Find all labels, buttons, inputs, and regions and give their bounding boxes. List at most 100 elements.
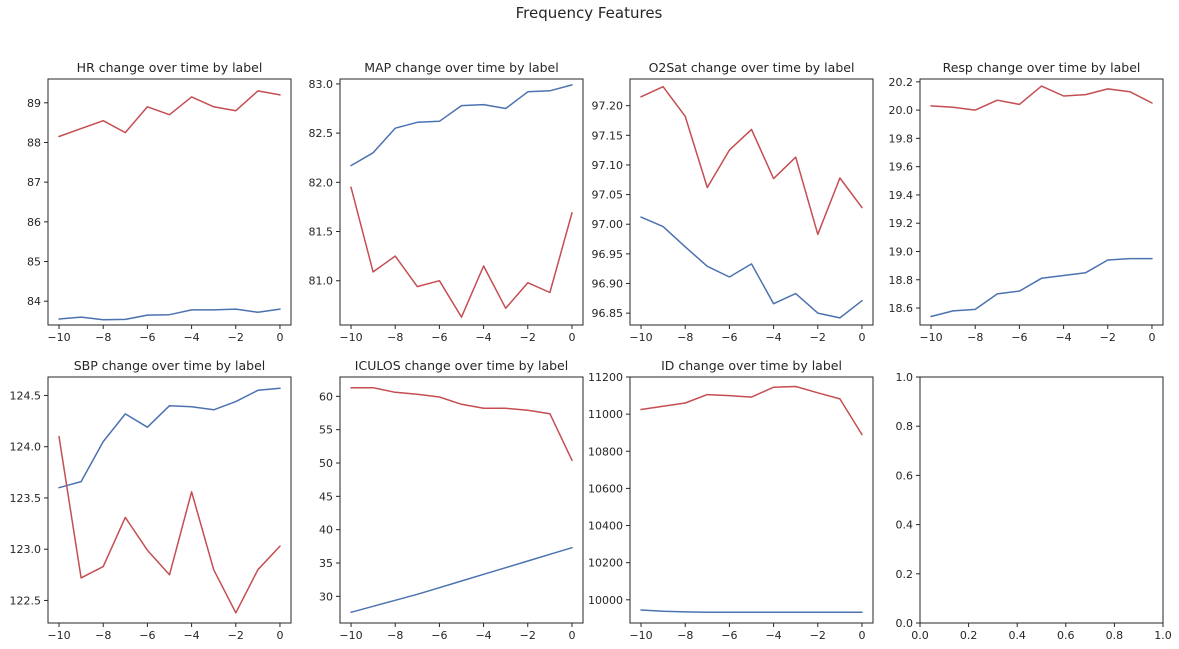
axes-frame [339,376,584,624]
axes-frame [47,376,292,624]
y-tick-label: 89 [27,97,41,110]
y-tick-label: 10000 [588,594,623,607]
axes-frame [629,376,874,624]
x-tick-label: −2 [520,331,536,344]
series-line-2 [350,186,573,318]
x-tick-label: 0.4 [1008,629,1026,642]
y-tick-label: 19.0 [889,245,914,258]
x-tick-label: −4 [1055,331,1071,344]
x-tick-label: −2 [228,629,244,642]
y-tick-label: 10200 [588,557,623,570]
x-tick-label: 0 [276,629,283,642]
y-tick-label: 97.10 [592,159,624,172]
y-tick-label: 19.6 [889,161,914,174]
x-tick-label: −6 [721,629,737,642]
x-tick-label: −6 [431,331,447,344]
series-line-2 [640,609,863,613]
y-tick-label: 19.4 [889,189,914,202]
x-tick-label: −8 [387,629,403,642]
subplot-grid: HR change over time by label −10 −8 −6 −4 −2 0… [10,60,1172,642]
x-tick-label: −8 [95,331,111,344]
y-tick-label: 10800 [588,445,623,458]
x-tick-label: −6 [139,629,155,642]
y-tick-label: 83.0 [309,78,334,91]
subplot-title: ID change over time by label [661,358,842,373]
y-tick-label: 0.0 [896,617,914,630]
x-tick-label: 0 [858,331,865,344]
x-tick-label: −8 [387,331,403,344]
x-tick-label: −10 [339,629,362,642]
axes-frame [919,376,1164,624]
x-tick-label: −10 [339,331,362,344]
figure-title: Frequency Features [516,4,663,22]
y-tick-label: 11000 [588,408,623,421]
series-line-1 [58,387,281,489]
y-tick-label: 124.5 [10,389,42,402]
x-tick-label: −8 [967,331,983,344]
y-tick-label: 1.0 [896,371,914,384]
series-line-2 [58,308,281,321]
x-tick-label: −8 [677,331,693,344]
x-tick-label: 0.6 [1057,629,1075,642]
x-tick-label: −4 [183,629,199,642]
subplot-6: ICULOS change over time by label −10 −8 −6 −… [319,358,584,642]
axes-frame [339,78,584,326]
x-tick-label: −2 [810,629,826,642]
y-tick-label: 123.0 [10,543,42,556]
series-line-2 [58,435,281,614]
y-tick-label: 20.2 [889,76,914,89]
series-line-2 [930,257,1153,318]
subplot-1: HR change over time by label −10 −8 −6 −4 −2 0… [27,60,292,344]
subplot-title: HR change over time by label [77,60,263,75]
x-tick-label: −4 [183,331,199,344]
x-tick-label: 0 [568,629,575,642]
y-tick-label: 81.5 [309,226,334,239]
x-tick-label: 0 [1148,331,1155,344]
y-tick-label: 84 [27,295,41,308]
y-tick-label: 0.2 [896,568,914,581]
x-tick-label: −4 [475,331,491,344]
y-tick-label: 19.8 [889,132,914,145]
series-line-2 [640,216,863,319]
y-tick-label: 122.5 [10,594,42,607]
y-tick-label: 18.8 [889,274,914,287]
x-tick-label: −2 [520,629,536,642]
y-tick-label: 96.85 [592,307,624,320]
y-tick-label: 82.0 [309,176,334,189]
x-tick-label: −10 [47,629,70,642]
y-tick-label: 30 [319,590,333,603]
x-tick-label: −4 [765,331,781,344]
axes-frame [47,78,292,326]
x-tick-label: −10 [629,331,652,344]
y-tick-label: 88 [27,136,41,149]
subplot-title: Resp change over time by label [943,60,1141,75]
y-tick-label: 123.5 [10,492,42,505]
x-tick-label: −2 [810,331,826,344]
y-tick-label: 0.6 [896,469,914,482]
x-tick-label: −4 [475,629,491,642]
x-tick-label: −6 [1011,331,1027,344]
x-tick-label: −8 [677,629,693,642]
y-tick-label: 96.95 [592,248,624,261]
series-line-1 [350,84,573,167]
axes-frame [629,78,874,326]
y-tick-label: 87 [27,176,41,189]
x-tick-label: −6 [431,629,447,642]
series-line-1 [350,386,573,462]
subplot-5: SBP change over time by label −10 −8 −6 −4 −2… [10,358,292,642]
y-tick-label: 60 [319,390,333,403]
y-tick-label: 45 [319,490,333,503]
x-tick-label: 0 [568,331,575,344]
y-tick-label: 86 [27,216,41,229]
series-line-1 [58,90,281,138]
y-tick-label: 0.8 [896,420,914,433]
subplot-2: MAP change over time by label −10 −8 −6 −4 −2… [309,60,584,344]
subplot-title: MAP change over time by label [364,60,558,75]
y-tick-label: 55 [319,424,333,437]
x-tick-label: 0 [858,629,865,642]
x-tick-label: −10 [919,331,942,344]
x-tick-label: −6 [721,331,737,344]
x-tick-label: −2 [1100,331,1116,344]
y-tick-label: 10400 [588,520,623,533]
